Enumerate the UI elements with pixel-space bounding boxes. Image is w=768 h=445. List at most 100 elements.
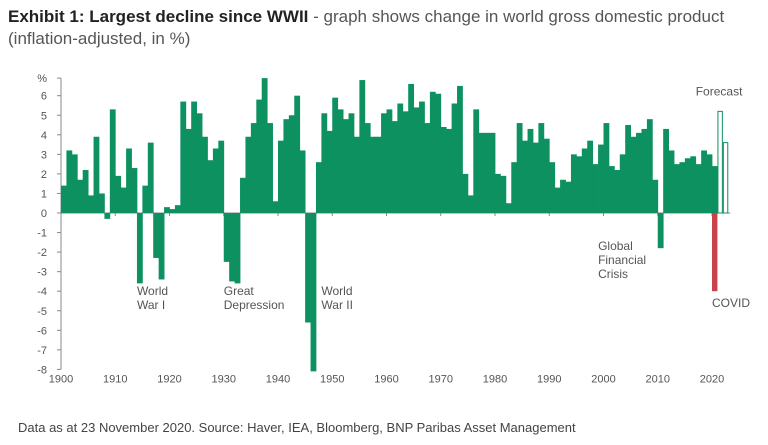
y-unit-label: % (37, 73, 47, 85)
y-tick-label: 6 (41, 91, 47, 103)
bar-1923 (185, 128, 192, 213)
bar-1911 (120, 187, 127, 213)
bar-1958 (375, 136, 382, 213)
bar-2005 (630, 136, 637, 213)
bar-1988 (538, 123, 545, 213)
chart-title: Exhibit 1: Largest decline since WWII - … (8, 6, 768, 50)
y-tick-label: 5 (41, 110, 47, 122)
annotation-line: Crisis (598, 267, 628, 281)
source-note: Data as at 23 November 2020. Source: Hav… (18, 420, 576, 435)
bar-1986 (527, 128, 534, 213)
bar-1939 (272, 201, 279, 213)
y-tick-label: 4 (41, 130, 47, 142)
bar-2006 (636, 132, 642, 213)
bar-1954 (353, 136, 360, 213)
y-tick-label: -7 (37, 345, 47, 357)
bar-1940 (278, 140, 284, 213)
annotation-line: COVID (712, 296, 750, 310)
bar-1971 (446, 128, 452, 213)
bar-2002 (614, 169, 621, 213)
bar-1947 (315, 162, 322, 213)
annotation-line: Financial (598, 253, 646, 267)
x-tick-label: 1960 (374, 373, 398, 385)
annotation-line: World (137, 284, 168, 298)
y-tick-label: 0 (41, 208, 47, 220)
bar-1928 (212, 148, 219, 213)
bar-1960 (386, 109, 393, 213)
bar-1982 (505, 203, 512, 213)
bar-1949 (326, 130, 333, 213)
x-tick-label: 1900 (49, 373, 73, 385)
bar-1910 (115, 175, 122, 213)
x-tick-label: 1990 (537, 373, 561, 385)
bar-1925 (196, 113, 203, 213)
bar-1926 (202, 136, 208, 213)
bar-1918 (158, 213, 165, 280)
bars (61, 78, 729, 372)
bar-1998 (592, 164, 599, 213)
bar-2012 (668, 150, 675, 213)
bar-1970 (440, 126, 447, 213)
bar-1961 (391, 121, 398, 213)
bar-1983 (511, 162, 518, 213)
bar-2019 (706, 154, 713, 213)
bar-1900 (61, 185, 67, 213)
bar-2003 (619, 154, 626, 213)
bar-1981 (500, 175, 507, 213)
bar-1959 (381, 113, 387, 213)
y-tick-label: -6 (37, 325, 47, 337)
annotation-covid: COVID (712, 296, 750, 310)
bar-1938 (267, 123, 273, 213)
bar-1997 (587, 140, 594, 213)
bar-1927 (207, 160, 214, 213)
bar-1933 (240, 177, 246, 213)
bar-covid-2020 (712, 213, 718, 292)
bar-1941 (283, 119, 290, 213)
bar-1996 (581, 148, 588, 213)
bar-1993 (565, 181, 572, 213)
x-tick-label: 1920 (157, 373, 181, 385)
bar-1919 (164, 207, 170, 213)
bar-1976 (473, 109, 480, 213)
bar-1975 (467, 195, 474, 213)
bar-1968 (429, 91, 436, 213)
bar-2016 (690, 156, 697, 213)
bar-1990 (549, 162, 556, 213)
bar-1985 (522, 140, 528, 213)
bar-2010 (657, 213, 664, 249)
bar-1989 (543, 138, 550, 213)
bar-2014 (679, 162, 686, 213)
y-tick-label: -8 (37, 364, 47, 376)
y-tick-label: -3 (37, 267, 47, 279)
x-tick-label: 1910 (103, 373, 127, 385)
bar-1955 (359, 80, 366, 213)
chart-title-bold: Exhibit 1: Largest decline since WWII (8, 7, 309, 26)
bar-1907 (98, 193, 105, 213)
bar-2009 (652, 179, 659, 213)
annotation-world-war-i: World War I (137, 284, 168, 312)
bar-1967 (424, 123, 431, 213)
x-tick-label: 1940 (266, 373, 290, 385)
annotation-line: War I (137, 298, 165, 312)
bar-1901 (66, 150, 73, 213)
bar-1962 (397, 103, 404, 213)
bar-1948 (321, 113, 328, 213)
annotation-great-depression: Great Depression (224, 284, 285, 312)
bar-1974 (462, 173, 469, 213)
y-tick-label: 3 (41, 149, 47, 161)
bar-2015 (684, 158, 691, 213)
y-tick-label: -2 (37, 247, 47, 259)
bar-1924 (191, 101, 198, 213)
x-tick-label: 2020 (700, 373, 724, 385)
bar-1916 (147, 142, 154, 213)
bar-1943 (294, 95, 301, 213)
x-tick-label: 2010 (646, 373, 670, 385)
bar-1980 (495, 173, 501, 213)
y-tick-label: -5 (37, 306, 47, 318)
bar-1931 (229, 213, 235, 282)
y-tick-label: 1 (41, 188, 47, 200)
bar-1991 (554, 187, 561, 213)
y-tick-label: -4 (37, 286, 47, 298)
